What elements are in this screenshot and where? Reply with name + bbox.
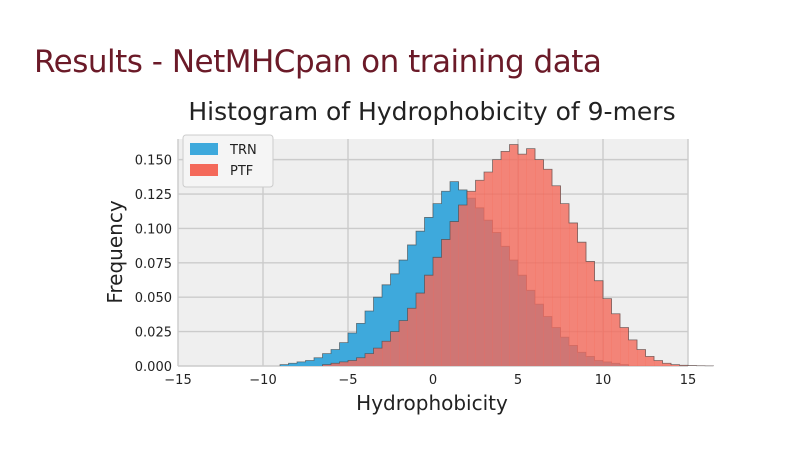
slide-title: Results - NetMHCpan on training data [34,44,602,80]
histogram-bar [560,203,570,366]
histogram-bar [399,260,408,366]
histogram-bar [620,327,629,366]
histogram-bar [458,205,468,366]
histogram-bars [279,144,714,367]
chart-title: Histogram of Hydrophobicity of 9-mers [188,97,675,126]
histogram-bar [348,332,357,366]
histogram-bar [297,361,306,366]
histogram-bar [348,360,357,366]
series-ptf [322,144,714,367]
histogram-bar [475,180,485,366]
histogram-bar [356,323,366,366]
histogram-bar [339,361,349,366]
histogram-bar [424,275,434,366]
legend-label-ptf: PTF [230,164,253,179]
histogram-bar [433,257,442,366]
histogram-bar [662,363,672,366]
histogram-bar [331,349,340,366]
histogram-bar [382,341,391,366]
histogram-bar [501,151,510,366]
histogram-bar [382,284,391,366]
histogram-bar [535,159,544,366]
histogram-bar [407,244,417,366]
histogram-bar [331,363,340,366]
histogram-bar [569,222,578,366]
histogram-bar [484,172,493,366]
histogram-bar [365,310,374,366]
legend-swatch-ptf [190,164,218,176]
histogram-bar [467,191,476,366]
x-tick-label: 15 [680,373,697,388]
y-tick-label: 0.025 [135,326,172,341]
y-tick-label: 0.125 [135,188,172,203]
histogram-bar [373,348,383,366]
histogram-bar [314,357,323,366]
histogram-bar [305,360,315,366]
y-tick-labels: 0.000 0.025 0.050 0.075 0.100 0.125 0.150 [135,154,172,375]
histogram-bar [373,297,383,366]
histogram-bar [654,360,663,366]
histogram-bar [356,357,366,366]
y-tick-label: 0.150 [135,154,172,169]
histogram-bar [441,239,451,366]
histogram-bar [365,353,374,366]
legend-swatch-trn [190,143,218,155]
histogram-bar [288,363,298,366]
histogram-bar [611,313,621,366]
histogram-bar [280,364,289,366]
y-axis-label: Frequency [103,200,127,303]
x-tick-labels: −15 −10 −5 0 5 10 15 [164,373,696,388]
histogram-bar [339,342,349,366]
x-tick-label: 5 [514,373,522,388]
histogram-bar [416,293,425,366]
histogram-bar [492,159,502,366]
y-tick-label: 0.050 [135,291,172,306]
histogram-bar [671,364,680,366]
y-tick-label: 0.100 [135,222,172,237]
histogram-bar [543,169,553,366]
y-tick-label: 0.000 [135,360,172,375]
x-tick-label: −10 [249,373,276,388]
legend-box [182,134,274,188]
histogram-bar [390,273,400,366]
histogram-bar [322,364,332,366]
y-tick-label: 0.075 [135,257,172,272]
series-outline [322,144,714,367]
histogram-bar [594,280,604,366]
histogram-bar [552,185,561,366]
histogram-bar [407,308,417,366]
histogram-bar [577,242,587,366]
histogram-bar [322,353,332,366]
x-tick-label: −5 [338,373,357,388]
histogram-bar [518,154,527,366]
x-tick-label: −15 [164,373,191,388]
histogram-bar [526,148,536,366]
x-tick-label: 10 [595,373,612,388]
histogram-bar [399,320,408,366]
x-tick-label: 0 [429,373,437,388]
histogram-bar [637,349,646,366]
histogram-bar [628,339,638,366]
histogram-bar [450,221,459,366]
legend: TRN PTF [182,134,274,188]
histogram-bar [509,144,519,366]
histogram-bar [603,298,612,366]
legend-label-trn: TRN [229,143,257,158]
histogram-bar [586,261,595,366]
histogram-bar [645,356,655,366]
x-axis-label: Hydrophobicity [356,391,508,415]
histogram-bar [390,331,400,366]
